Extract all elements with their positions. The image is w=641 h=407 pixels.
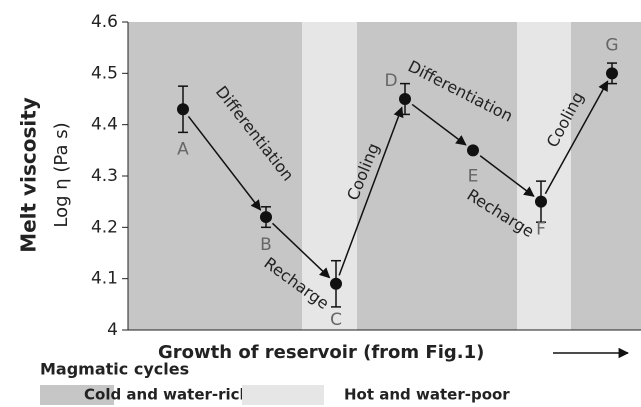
point-label: E xyxy=(468,166,479,186)
y-tick-label: 4.2 xyxy=(91,217,118,237)
y-tick-label: 4.5 xyxy=(91,63,118,83)
legend-label: Hot and water-poor xyxy=(344,386,510,404)
y-axis-title: Melt viscosity xyxy=(17,97,41,253)
point xyxy=(535,195,547,208)
y-tick-label: 4.4 xyxy=(91,115,118,135)
cycle-band xyxy=(302,22,357,330)
arrow xyxy=(479,155,535,197)
legend-title: Magmatic cycles xyxy=(40,360,189,379)
point-label: C xyxy=(330,310,342,330)
point-label: A xyxy=(177,139,189,159)
cycle-band xyxy=(128,22,302,330)
cycle-band xyxy=(571,22,641,330)
arrow xyxy=(271,222,331,279)
cycle-band xyxy=(357,22,517,330)
point xyxy=(606,67,618,80)
y-tick-label: 4 xyxy=(107,320,118,340)
point-label: F xyxy=(536,220,546,240)
arrow xyxy=(338,106,404,276)
point xyxy=(330,277,342,290)
point xyxy=(260,211,272,224)
point xyxy=(177,103,189,116)
point xyxy=(399,93,411,105)
legend-swatch xyxy=(242,385,324,405)
y-axis-label: Log η (Pa s) xyxy=(51,122,72,227)
cycle-band xyxy=(517,22,571,330)
point xyxy=(467,144,479,157)
arrow xyxy=(411,103,467,146)
legend-label: Cold and water-rich xyxy=(84,386,250,404)
arrow xyxy=(187,115,262,211)
point-label: D xyxy=(384,71,397,91)
arrow xyxy=(544,80,609,195)
point-label: B xyxy=(260,235,272,255)
legend-swatch xyxy=(40,385,114,405)
y-tick-label: 4.1 xyxy=(91,269,118,289)
y-tick-label: 4.3 xyxy=(91,166,118,186)
x-axis-label: Growth of reservoir (from Fig.1) xyxy=(158,342,484,363)
y-tick-label: 4.6 xyxy=(91,12,118,32)
point-label: G xyxy=(605,35,618,55)
